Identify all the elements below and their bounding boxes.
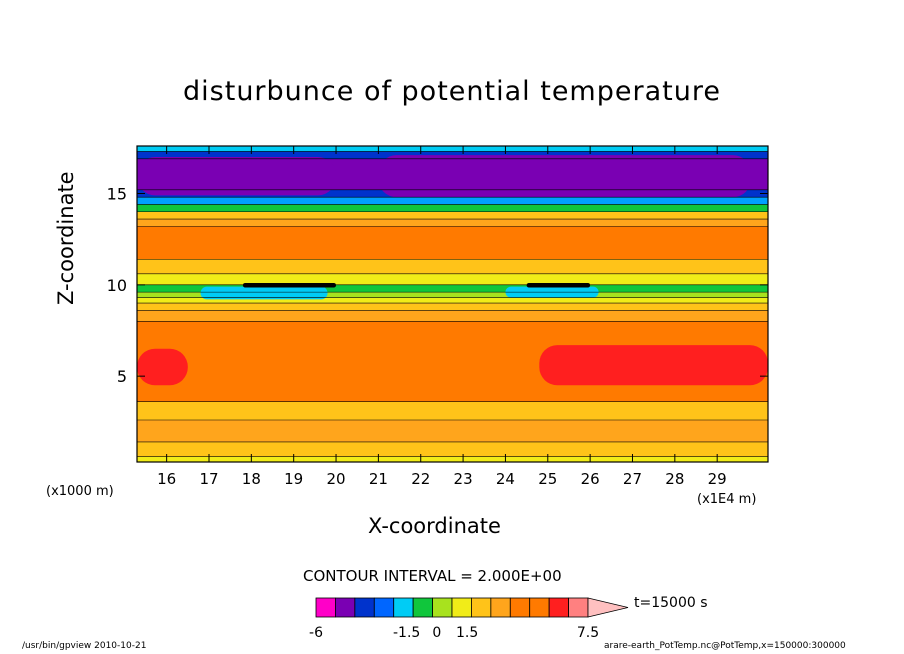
contour-band-15: [137, 204, 768, 212]
y-axis-ticks: 5 10 15: [107, 184, 768, 386]
plot-contours: [137, 151, 768, 457]
cold-core-left: [137, 156, 337, 196]
cold-core-right: [378, 155, 752, 198]
x-tick-label: 17: [199, 470, 218, 488]
x-tick-label: 19: [284, 470, 303, 488]
warm-anomaly-right: [539, 345, 768, 386]
x-axis-unit-label: (x1000 m): [46, 484, 114, 499]
x-axis-title: X-coordinate: [368, 514, 501, 538]
contour-band-2: [137, 419, 768, 442]
contour-band-10: [137, 273, 768, 285]
contour-band-13: [137, 219, 768, 227]
colorbar-swatch-0: [315, 597, 336, 618]
colorbar-label: 1.5: [456, 625, 478, 641]
colorbar-extension-arrow: [587, 597, 629, 618]
colorbar-swatch-11: [529, 597, 550, 618]
colorbar-swatch-2: [354, 597, 375, 618]
x-tick-label: 26: [581, 470, 600, 488]
warm-anomaly-left: [137, 348, 188, 386]
x-tick-label: 18: [242, 470, 261, 488]
contour-band-7: [137, 297, 768, 304]
x-tick-label: 16: [157, 470, 176, 488]
colorbar-swatch-1: [335, 597, 356, 618]
contour-band-5: [137, 310, 768, 322]
x-tick-label: 21: [369, 470, 388, 488]
contour-band-14: [137, 211, 768, 220]
contour-interval-label: CONTOUR INTERVAL = 2.000E+00: [303, 567, 562, 585]
colorbar-swatch-3: [373, 597, 395, 618]
contour-band-9: [137, 284, 768, 293]
colorbar-swatch-8: [471, 597, 492, 618]
chart-title: disturbunce of potential temperature: [183, 76, 721, 107]
contour-band-11: [137, 259, 768, 274]
x-tick-label: 27: [623, 470, 642, 488]
x-tick-label: 23: [454, 470, 473, 488]
colorbar-swatch-12: [548, 597, 569, 618]
colorbar-swatch-6: [432, 597, 453, 618]
footer-data-source: arare-earth_PotTemp.nc@PotTemp,x=150000:…: [604, 641, 846, 651]
x-tick-label: 20: [326, 470, 345, 488]
x-axis-ticks: 16 17 18 19 20 21 22 23 24 25 26 27 28 29: [157, 146, 727, 488]
colorbar-label: 0: [432, 625, 441, 641]
contour-band-12: [137, 226, 768, 260]
dark-band-right: [526, 282, 591, 288]
x-tick-label: 28: [665, 470, 684, 488]
colorbar-swatch-4: [393, 597, 414, 618]
footer-program-date: /usr/bin/gpview 2010-10-21: [22, 641, 147, 651]
x-tick-label: 24: [496, 470, 515, 488]
colorbar-label: 7.5: [577, 625, 599, 641]
y-tick-label: 5: [117, 367, 127, 386]
contour-band-0: [137, 456, 768, 462]
x-tick-label: 29: [708, 470, 727, 488]
colorbar-swatch-13: [568, 597, 589, 618]
colorbar-swatch-10: [509, 597, 531, 618]
colorbar: -6 -1.5 0 1.5 7.5: [309, 597, 629, 641]
contour-band-3: [137, 401, 768, 420]
contour-band-20: [137, 146, 768, 152]
contour-band-16: [137, 197, 768, 205]
y-tick-label: 10: [107, 276, 127, 295]
contour-band-1: [137, 441, 768, 457]
x-axis-scale-label: (x1E4 m): [697, 492, 757, 507]
contour-band-8: [137, 292, 768, 298]
colorbar-swatch-9: [490, 597, 511, 618]
plot-features: [137, 155, 768, 386]
colorbar-label: -1.5: [393, 625, 420, 641]
plot-frame: [136, 145, 769, 463]
cyan-pocket-left: [200, 286, 328, 300]
dark-band-left: [242, 282, 337, 288]
x-tick-label: 22: [411, 470, 430, 488]
x-tick-label: 25: [538, 470, 557, 488]
colorbar-swatch-5: [412, 597, 433, 618]
contour-band-6: [137, 303, 768, 311]
colorbar-label: -6: [309, 625, 323, 641]
colorbar-swatch-7: [451, 597, 472, 618]
time-label: t=15000 s: [634, 595, 708, 611]
y-tick-label: 15: [107, 184, 127, 203]
